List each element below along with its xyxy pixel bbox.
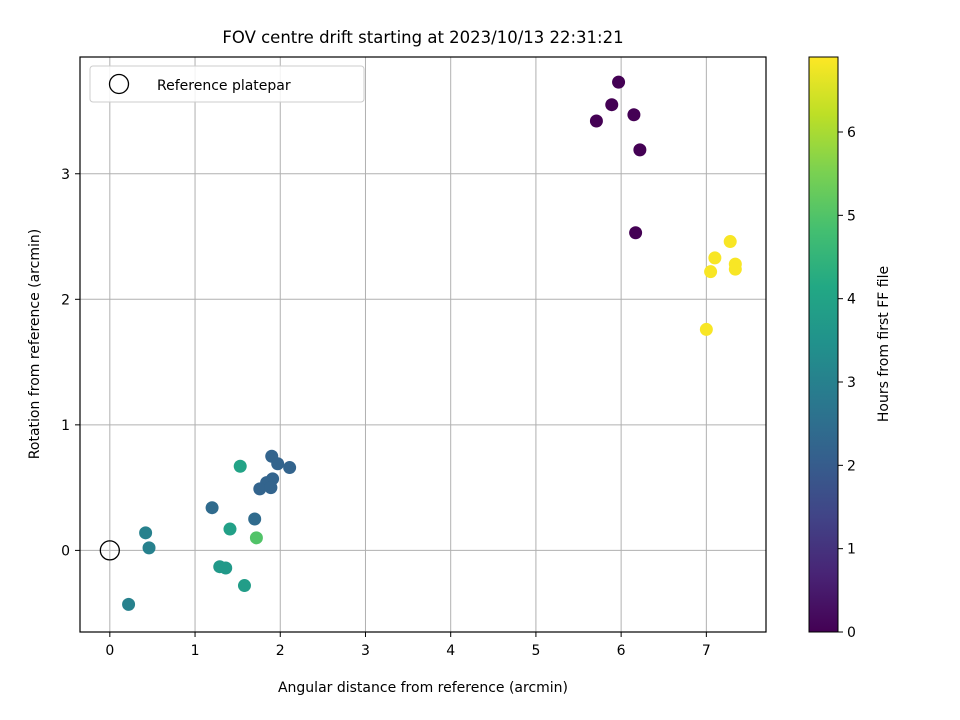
data-point [122,597,136,611]
legend-marker-icon [108,73,130,95]
data-point [205,501,219,515]
data-point [699,322,713,336]
data-point [283,461,297,475]
y-axis-label: Rotation from reference (arcmin) [27,229,43,459]
colorbar-tick-label: 1 [847,542,856,558]
x-axis-label: Angular distance from reference (arcmin) [278,680,568,696]
x-tick-label: 4 [446,643,455,659]
y-tick-label: 1 [61,418,70,434]
x-tick-label: 7 [702,643,711,659]
colorbar: 0 1 2 3 4 5 6 Hours from first FF file [808,56,892,641]
x-tick-label: 5 [531,643,540,659]
x-axis-ticks: 0 1 2 3 4 5 6 7 [105,632,711,659]
colorbar-gradient [808,56,839,633]
grid-lines [80,57,766,632]
x-tick-label: 3 [361,643,370,659]
data-point [627,108,641,122]
data-point [233,459,247,473]
data-point [248,512,262,526]
data-point [237,579,251,593]
y-tick-label: 3 [61,167,70,183]
y-axis-ticks: 0 1 2 3 [61,167,80,559]
data-point [704,265,718,279]
colorbar-label: Hours from first FF file [876,266,892,422]
data-point [633,143,647,157]
data-point [723,235,737,249]
y-tick-label: 0 [61,543,70,559]
x-tick-label: 1 [191,643,200,659]
colorbar-tick-label: 4 [847,292,856,308]
colorbar-tick-label: 3 [847,375,856,391]
y-tick-label: 2 [61,292,70,308]
reference-platepar-marker [99,540,120,561]
legend-entry-reference-platepar: Reference platepar [157,78,291,94]
data-point [605,98,619,112]
x-tick-label: 0 [105,643,114,659]
data-point [253,482,267,496]
data-point [264,481,278,495]
colorbar-tick-label: 5 [847,208,856,224]
data-point [142,541,156,555]
data-points [99,75,742,611]
legend: Reference platepar [89,65,365,103]
colorbar-tick-label: 2 [847,458,856,474]
data-point [223,522,237,536]
x-tick-label: 2 [276,643,285,659]
data-point [612,75,626,89]
data-point [271,457,285,471]
x-tick-label: 6 [617,643,626,659]
chart-title: FOV centre drift starting at 2023/10/13 … [222,28,623,47]
data-point [139,526,153,540]
data-point [708,251,722,265]
data-point [589,114,603,128]
data-point [249,531,263,545]
colorbar-tick-label: 0 [847,625,856,641]
data-point [219,561,233,575]
legend-box [89,65,365,103]
data-point [629,226,643,240]
data-point [728,262,742,276]
colorbar-ticks: 0 1 2 3 4 5 6 [838,125,856,641]
plot-frame [79,56,767,633]
colorbar-tick-label: 6 [847,125,856,141]
